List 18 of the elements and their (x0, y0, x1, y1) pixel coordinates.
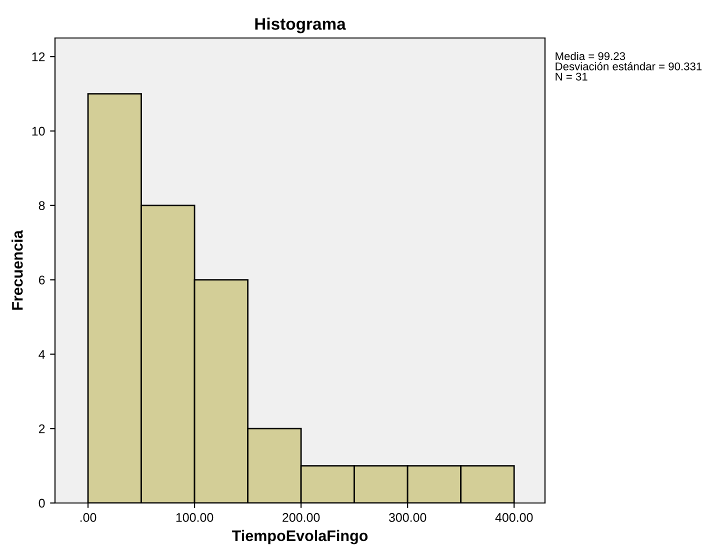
text: N = 31 (556, 72, 588, 81)
y-tick-label: 12 (32, 52, 45, 62)
x-tick-label: 100.00 (176, 513, 214, 522)
x-tick-label: 300.00 (388, 513, 426, 522)
y-tick-label: 2 (38, 424, 45, 434)
text: Desviación estándar = 90.331 (556, 62, 702, 70)
y-tick-label: 4 (38, 350, 45, 359)
x-axis-title: TiempoEvolaFingo (232, 530, 368, 544)
x-tick-label: 400.00 (495, 513, 533, 522)
y-tick-label: 10 (32, 126, 45, 136)
x-tick-label: 200.00 (282, 513, 320, 522)
text: Media = 99.23 (556, 52, 626, 60)
y-tick-label: 6 (38, 276, 45, 284)
x-tick-label: .00 (80, 513, 96, 522)
y-tick-label: 0 (38, 498, 45, 508)
y-tick-label: 8 (38, 201, 45, 210)
chart-title: Histograma (255, 18, 346, 34)
y-axis-title: Frecuencia (12, 230, 23, 310)
